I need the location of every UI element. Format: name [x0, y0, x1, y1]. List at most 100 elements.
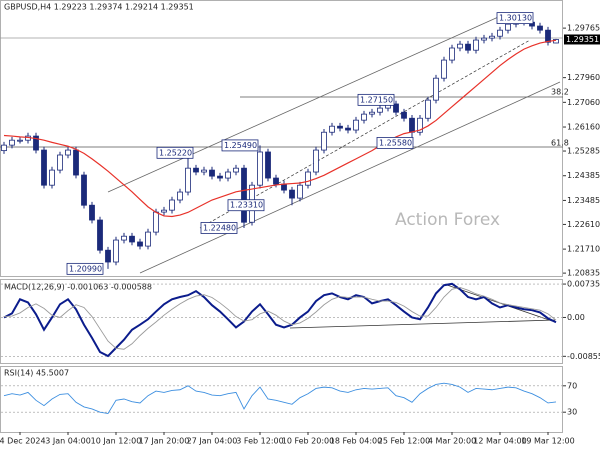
candle-body — [265, 151, 271, 179]
candle-body — [353, 119, 359, 131]
y-tick-label: 1.25285 — [567, 147, 600, 156]
annotation-box — [156, 146, 194, 159]
annotation-label: 1.27150 — [360, 95, 393, 104]
y-tick-label: -0.008558 — [567, 352, 600, 361]
candle-body — [17, 139, 23, 142]
candle-body — [57, 154, 63, 171]
x-tick-label: 3 Jan 04:00 — [45, 437, 91, 446]
price-annotation: 1.30130 — [496, 12, 534, 25]
x-tick-label: 17 Jan 20:00 — [139, 437, 190, 446]
candle-body — [89, 204, 95, 221]
candle-body — [185, 167, 191, 193]
watermark: Action Forex — [395, 210, 500, 230]
candle-body — [433, 77, 439, 101]
y-tick-label: 0.007354 — [567, 280, 600, 289]
candle-body — [305, 171, 311, 186]
candle-body — [81, 174, 87, 206]
candle-body — [297, 184, 303, 199]
y-tick-label: 1.27960 — [567, 73, 600, 82]
candle-body — [409, 117, 415, 133]
candle-body — [49, 169, 55, 186]
x-tick-label: 27 Jan 04:00 — [187, 437, 238, 446]
candle-body — [497, 29, 503, 37]
x-tick-label: 18 Feb 04:00 — [330, 437, 382, 446]
candle-body — [313, 149, 319, 173]
price-annotation: 1.25220 — [156, 146, 194, 159]
chart-title: GBPUSD,H4 1.29223 1.29374 1.29214 1.2935… — [4, 3, 194, 12]
candle-body — [201, 169, 207, 173]
macd-title: MACD(12,26,9) -0.001063 -0.000588 — [4, 283, 152, 292]
annotation-box — [200, 222, 238, 234]
x-tick-label: 25 Feb 12:00 — [378, 437, 430, 446]
candle-body — [289, 189, 295, 199]
candle-body — [9, 139, 15, 146]
candle-body — [361, 113, 367, 121]
candle-body — [425, 99, 431, 119]
price-annotation: 1.27150 — [357, 93, 395, 106]
x-tick-label: 3 Feb 12:00 — [236, 437, 283, 446]
candle-body — [233, 167, 239, 173]
candle-body — [105, 249, 111, 263]
annotation-box — [376, 137, 414, 149]
annotation-box — [227, 199, 265, 212]
x-tick-label: 10 Feb 20:00 — [282, 437, 334, 446]
y-tick-label: 1.24385 — [567, 171, 600, 180]
candle-body — [177, 191, 183, 201]
rsi-title: RSI(14) 45.5007 — [4, 369, 69, 378]
candle-body — [545, 29, 551, 43]
candle-body — [281, 183, 287, 191]
x-tick-label: 12 Mar 04:00 — [473, 437, 526, 446]
candle-body — [161, 209, 167, 213]
fib-label: 38.2 — [551, 88, 569, 97]
candle-body — [329, 125, 335, 133]
annotation-label: 1.23310 — [230, 201, 263, 210]
channel-line — [139, 81, 561, 274]
macd-panel — [0, 279, 563, 364]
candle-body — [169, 199, 175, 211]
y-tick-label: 1.23485 — [567, 196, 600, 205]
candle-body — [65, 149, 71, 156]
y-tick-label: 1.20835 — [567, 269, 600, 278]
price-annotation: 1.20990 — [66, 262, 104, 275]
candle-body — [465, 43, 471, 51]
candle-body — [489, 35, 495, 39]
annotation-label: 1.25220 — [159, 148, 192, 157]
candle-body — [129, 235, 135, 243]
candle-body — [113, 239, 119, 263]
channel-mid-line — [199, 39, 531, 229]
series-line — [3, 287, 557, 350]
x-tick-label: 10 Jan 12:00 — [91, 437, 142, 446]
candle-body — [257, 151, 263, 186]
price-annotation: 1.22480 — [200, 222, 238, 234]
candle-body — [137, 241, 143, 247]
series-line — [3, 39, 557, 218]
candle-body — [457, 43, 463, 49]
candle-body — [241, 167, 247, 223]
channel-line — [107, 13, 506, 193]
x-tick-label: 4 Mar 20:00 — [428, 437, 476, 446]
series-line — [3, 382, 557, 415]
annotation-label: 1.25490 — [224, 141, 257, 150]
macd-trend-line — [289, 319, 556, 329]
y-tick-label: 0.00 — [567, 313, 585, 322]
x-tick-label: 19 Mar 12:00 — [521, 437, 574, 446]
candle-body — [505, 23, 511, 31]
candle-body — [393, 103, 399, 113]
price-annotation: 1.25580 — [376, 137, 414, 149]
annotation-box — [66, 262, 104, 275]
candle-body — [209, 169, 215, 177]
y-tick-label: 1.22610 — [567, 220, 600, 229]
candle-body — [449, 47, 455, 61]
candle-body — [121, 235, 127, 241]
y-tick-label: 1.21710 — [567, 245, 600, 254]
candle-body — [145, 231, 151, 247]
candle-body — [337, 125, 343, 129]
annotation-label: 1.20990 — [69, 264, 102, 273]
candle-body — [401, 111, 407, 119]
candle-body — [73, 149, 79, 176]
y-tick-label: 1.29765 — [567, 24, 600, 33]
candle-body — [321, 131, 327, 151]
candle-body — [369, 111, 375, 115]
